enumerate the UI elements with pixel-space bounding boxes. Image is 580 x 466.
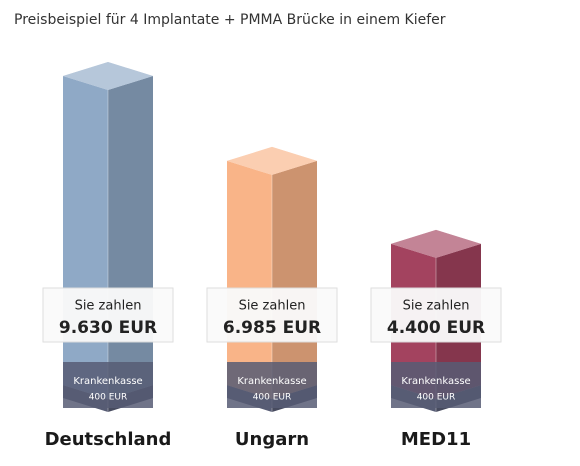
- kasse-label-bg: [391, 362, 481, 408]
- pay-name: Sie zahlen: [403, 299, 470, 314]
- bar-top-light: [391, 229, 481, 258]
- bar-side-shade: [108, 76, 153, 400]
- kasse-label-bg: [63, 362, 153, 408]
- chart-title: Preisbeispiel für 4 Implantate + PMMA Br…: [14, 12, 446, 28]
- bar-top: [63, 62, 153, 90]
- x-tick-label: Deutschland: [45, 429, 172, 450]
- bar-top-light: [63, 62, 153, 90]
- kasse-name: Krankenkasse: [73, 376, 142, 387]
- pay-name: Sie zahlen: [75, 299, 142, 314]
- kasse-name: Krankenkasse: [401, 376, 470, 387]
- kasse-value: 400 EUR: [89, 393, 128, 403]
- pay-box: [42, 287, 174, 343]
- pay-value: 9.630 EUR: [59, 318, 157, 338]
- kasse-label-bg: [227, 362, 317, 408]
- x-tick-label: MED11: [401, 429, 471, 450]
- x-tick-label: Ungarn: [235, 429, 309, 450]
- bar: [63, 76, 108, 400]
- kasse-value: 400 EUR: [253, 393, 292, 403]
- pay-box: [206, 287, 338, 343]
- pay-name: Sie zahlen: [239, 299, 306, 314]
- pay-value: 4.400 EUR: [387, 318, 485, 338]
- pay-box: [370, 287, 502, 343]
- bar-top: [391, 229, 481, 258]
- kasse-name: Krankenkasse: [237, 376, 306, 387]
- bar-top-light: [227, 146, 317, 175]
- pay-value: 6.985 EUR: [223, 318, 321, 338]
- bar-top: [227, 146, 317, 175]
- kasse-value: 400 EUR: [417, 393, 456, 403]
